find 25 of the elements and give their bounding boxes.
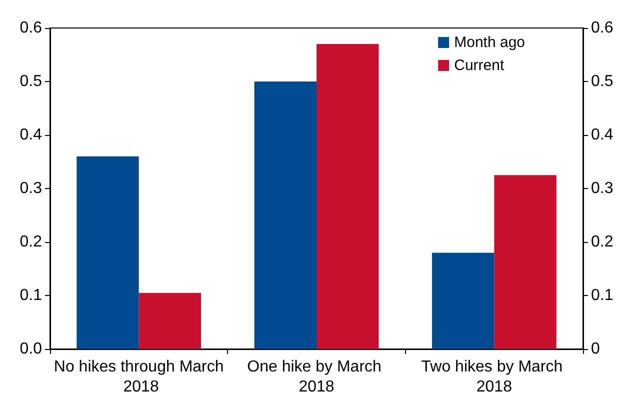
bar [494, 175, 556, 349]
y2-tick-label: 0.4 [591, 126, 614, 144]
bar [432, 252, 494, 349]
y2-tick-label: 0 [591, 340, 600, 358]
bar [138, 292, 202, 349]
bar [316, 44, 379, 349]
legend-label: Current [454, 57, 505, 74]
x-tick-label: No hikes through March 2018 [54, 358, 224, 396]
y-tick-label: 0.2 [20, 234, 42, 250]
y-tick-label: 0.0 [20, 340, 42, 358]
y2-tick-label: 0.5 [591, 73, 614, 90]
y-tick-label: 0.4 [20, 126, 42, 144]
bar [76, 156, 139, 349]
y2-tick-label: 0.1 [591, 287, 614, 304]
y-tick-label: 0.1 [20, 287, 42, 304]
y-tick-label: 0.3 [20, 180, 42, 197]
y-tick-label: 0.6 [20, 20, 42, 36]
legend-label: Month ago [454, 34, 526, 51]
y2-tick-label: 0.6 [591, 20, 614, 36]
bar [254, 82, 316, 349]
x-tick-label: One hike by March 2018 [247, 358, 386, 396]
y2-tick-label: 0.3 [591, 180, 614, 197]
x-tick-label: Two hikes by March 2018 [421, 358, 568, 396]
y2-tick-label: 0.2 [591, 234, 614, 250]
y-tick-label: 0.5 [20, 73, 42, 90]
